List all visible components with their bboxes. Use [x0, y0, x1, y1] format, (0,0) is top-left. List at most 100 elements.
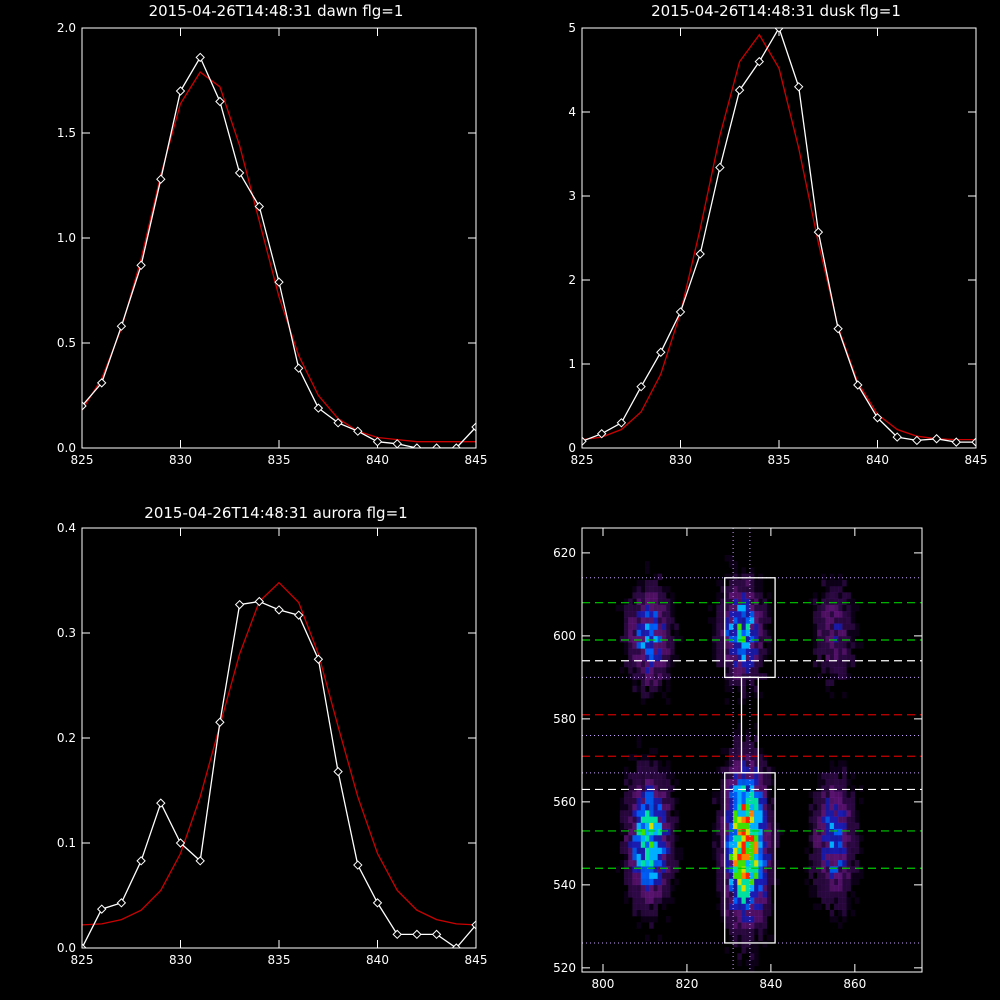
heatmap-cell: [636, 835, 642, 842]
heatmap-cell: [632, 648, 637, 655]
heatmap-cell: [653, 916, 658, 923]
heatmap-cell: [737, 953, 742, 960]
heatmap-cell: [645, 592, 650, 599]
heatmap-cell: [653, 747, 658, 755]
heatmap-cell: [838, 660, 843, 668]
heatmap-cell: [758, 816, 763, 823]
heatmap-cell: [640, 766, 646, 774]
x-tick-label: 840: [366, 453, 389, 467]
heatmap-cell: [850, 660, 856, 668]
heatmap-cell: [846, 803, 851, 811]
heatmap-cell: [749, 953, 755, 960]
heatmap-cell: [758, 747, 763, 755]
heatmap-body: [582, 528, 922, 972]
heatmap-cell: [712, 841, 717, 848]
heatmap-cell: [838, 654, 843, 662]
heatmap-cell: [632, 679, 637, 686]
heatmap-cell: [657, 679, 663, 686]
heatmap-cell: [850, 828, 856, 836]
heatmap-cell: [716, 648, 721, 655]
heatmap-cell: [833, 617, 839, 624]
heatmap-cell: [749, 909, 755, 917]
heatmap-cell: [754, 785, 759, 792]
heatmap-cell: [640, 579, 646, 587]
heatmap-cell: [724, 785, 730, 792]
heatmap-cell: [640, 685, 646, 693]
heatmap-cells: [615, 555, 864, 972]
heatmap-cell: [653, 866, 658, 873]
heatmap-cell: [661, 667, 667, 674]
heatmap-cell: [636, 785, 642, 792]
heatmap-cell: [842, 691, 847, 699]
heatmap-cell: [724, 667, 730, 674]
heatmap-cell: [749, 835, 755, 842]
heatmap-cell: [749, 573, 755, 581]
heatmap-cell: [754, 803, 759, 811]
heatmap-cell: [645, 891, 650, 898]
heatmap-cell: [653, 803, 658, 811]
heatmap-cell: [821, 642, 826, 649]
heatmap-cell: [854, 872, 860, 879]
heatmap-cell: [737, 735, 742, 742]
heatmap-cell: [728, 642, 734, 649]
heatmap-cell: [624, 623, 629, 630]
heatmap-cell: [645, 648, 650, 655]
heatmap-cell: [720, 635, 725, 643]
heatmap-cell: [762, 897, 767, 904]
data-point: [116, 321, 127, 331]
heatmap-cell: [653, 897, 658, 904]
heatmap-cell: [670, 866, 675, 873]
heatmap-cell: [842, 623, 847, 630]
heatmap-cell: [733, 934, 738, 942]
heatmap-cell: [649, 673, 654, 680]
heatmap-cell: [762, 779, 767, 786]
heatmap-cell: [817, 866, 822, 873]
heatmap-cell: [737, 797, 742, 805]
data-point: [195, 52, 205, 63]
heatmap-cell: [628, 872, 633, 879]
heatmap-cell: [812, 860, 818, 867]
heatmap-cell: [749, 897, 755, 904]
heatmap-cell: [720, 872, 725, 879]
heatmap-cell: [754, 866, 759, 873]
heatmap-cell: [645, 903, 650, 910]
x-tick-label: 825: [571, 453, 594, 467]
heatmap-cell: [728, 803, 734, 811]
heatmap-cell: [825, 611, 830, 618]
data-point: [254, 596, 265, 607]
heatmap-cell: [640, 611, 646, 618]
heatmap-cell: [838, 853, 843, 861]
heatmap-cell: [632, 791, 637, 798]
heatmap-cell: [666, 642, 671, 649]
y-tick-label: 1.5: [57, 126, 76, 140]
heatmap-cell: [741, 903, 746, 910]
heatmap-cell: [649, 853, 654, 861]
heatmap-cell: [758, 853, 763, 861]
heatmap-cell: [653, 903, 658, 910]
heatmap-cell: [720, 791, 725, 798]
fit-line: [82, 581, 476, 926]
heatmap-cell: [632, 611, 637, 618]
heatmap-cell: [829, 760, 835, 767]
heatmap-cell: [733, 822, 738, 830]
heatmap-cell: [842, 909, 847, 917]
heatmap-cell: [649, 847, 654, 854]
heatmap-cell: [745, 779, 751, 786]
heatmap-cell: [657, 779, 663, 786]
heatmap-cell: [716, 642, 721, 649]
heatmap-cell: [716, 810, 721, 817]
heatmap-cell: [758, 629, 763, 637]
heatmap-cell: [770, 860, 776, 867]
heatmap-cell: [846, 611, 851, 618]
heatmap-cell: [670, 872, 675, 879]
heatmap-cell: [812, 604, 818, 612]
heatmap-cell: [661, 803, 667, 811]
heatmap-cell: [808, 810, 814, 817]
heatmap-cell: [741, 785, 746, 792]
heatmap-cell: [666, 797, 671, 805]
data-point: [372, 436, 383, 447]
heatmap-cell: [825, 860, 830, 867]
x-tick-label: 840: [759, 977, 782, 991]
data-point: [656, 347, 666, 357]
heatmap-cell: [754, 617, 759, 624]
